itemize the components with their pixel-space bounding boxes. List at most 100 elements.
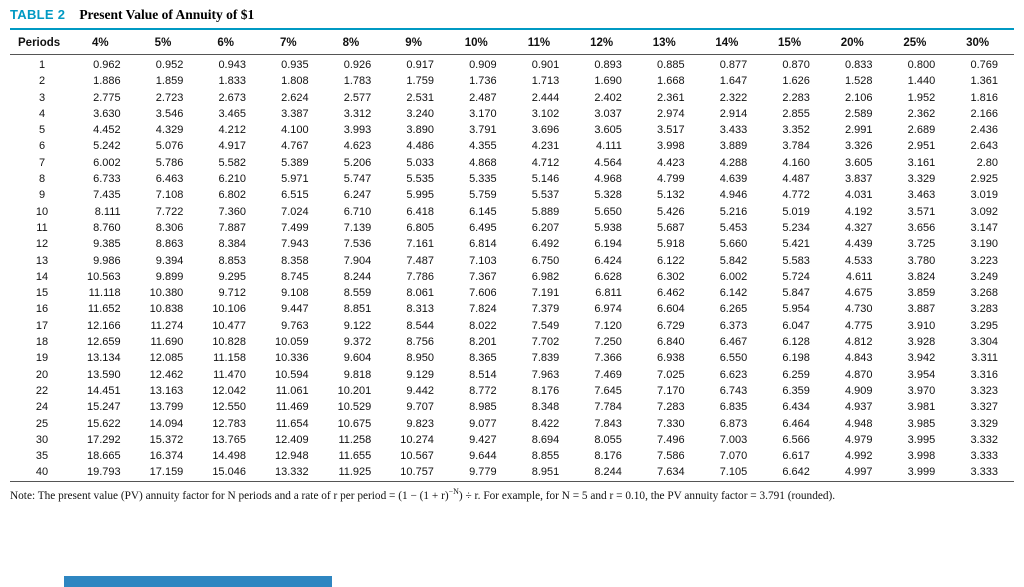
value-cell: 1.626: [782, 75, 810, 88]
value-cell: 6.495: [469, 221, 497, 234]
value-cell: 4.355: [469, 140, 497, 153]
value-cell: 5.918: [657, 238, 685, 251]
value-cell: 6.462: [657, 287, 685, 300]
value-cell: 7.839: [531, 352, 560, 365]
value-cell: 5.995: [406, 189, 434, 202]
value-cell: 3.147: [970, 221, 998, 234]
rate-column-header: 10%: [449, 30, 513, 55]
value-cell: 6.835: [719, 401, 748, 414]
period-cell: 25: [35, 417, 49, 430]
value-cell: 7.108: [155, 189, 184, 202]
value-cell: 6.938: [657, 352, 685, 365]
value-cell: 3.333: [970, 466, 998, 479]
value-cell: 6.982: [531, 270, 560, 283]
value-cell: 8.201: [469, 336, 497, 349]
value-cell: 2.322: [719, 91, 748, 104]
value-cell: 8.760: [93, 221, 121, 234]
table-row: 20 13.590 12.462 11.470 10.594 9.818 9.129 8.51…: [10, 367, 1014, 383]
value-cell: 5.146: [531, 173, 560, 186]
value-cell: 4.111: [596, 140, 622, 153]
value-cell: 5.426: [657, 205, 685, 218]
value-cell: 9.779: [469, 466, 497, 479]
value-cell: 1.528: [845, 75, 873, 88]
value-cell: 3.326: [845, 140, 873, 153]
value-cell: 7.943: [281, 238, 309, 251]
note-exponent: −N: [448, 486, 459, 496]
value-cell: 9.707: [406, 401, 434, 414]
value-cell: 4.812: [845, 336, 873, 349]
table-row: 19 13.134 12.085 11.158 10.336 9.604 8.950 8.36…: [10, 350, 1014, 366]
value-cell: 11.118: [88, 287, 121, 300]
period-cell: 20: [35, 368, 49, 381]
value-cell: 0.909: [469, 59, 497, 71]
period-cell: 15: [35, 287, 49, 300]
value-cell: 0.935: [281, 59, 309, 71]
table-row: 8 6.733 6.463 6.210 5.971 5.747 5.535 5.335 5.14…: [10, 171, 1014, 187]
value-cell: 0.885: [657, 59, 685, 71]
value-cell: 8.772: [469, 384, 497, 397]
value-cell: 1.808: [281, 75, 309, 88]
value-cell: 3.993: [343, 124, 372, 137]
value-cell: 3.985: [907, 417, 936, 430]
value-cell: 0.870: [782, 59, 810, 71]
value-cell: 10.828: [212, 336, 246, 349]
period-cell: 5: [38, 124, 46, 137]
value-cell: 11.258: [338, 433, 372, 446]
value-cell: 11.925: [338, 466, 372, 479]
value-cell: 3.161: [907, 156, 936, 169]
value-cell: 6.710: [343, 205, 372, 218]
value-cell: 7.161: [406, 238, 434, 251]
value-cell: 3.170: [469, 107, 497, 120]
value-cell: 3.311: [971, 352, 998, 365]
rate-column-header: 30%: [951, 30, 1014, 55]
value-cell: 2.723: [155, 91, 184, 104]
value-cell: 1.833: [218, 75, 246, 88]
value-cell: 0.917: [406, 59, 434, 71]
value-cell: 5.971: [281, 173, 309, 186]
value-cell: 7.379: [531, 303, 560, 316]
value-cell: 6.515: [281, 189, 309, 202]
value-cell: 3.656: [907, 221, 936, 234]
rate-column-header: 5%: [136, 30, 200, 55]
value-cell: 4.327: [845, 221, 873, 234]
value-cell: 6.302: [657, 270, 685, 283]
value-cell: 7.191: [531, 287, 560, 300]
value-cell: 5.033: [406, 156, 434, 169]
value-cell: 4.946: [719, 189, 748, 202]
value-cell: 3.333: [970, 450, 998, 463]
value-cell: 6.418: [406, 205, 434, 218]
value-cell: 8.851: [343, 303, 372, 316]
value-cell: 2.589: [845, 107, 873, 120]
value-cell: 3.240: [406, 107, 434, 120]
table-row: 12 9.385 8.863 8.384 7.943 7.536 7.161 6.814 6.4…: [10, 236, 1014, 252]
period-cell: 3: [38, 91, 46, 104]
value-cell: 2.689: [907, 124, 936, 137]
value-cell: 3.696: [531, 124, 560, 137]
value-cell: 8.422: [531, 417, 560, 430]
value-cell: 4.231: [531, 140, 560, 153]
table-row: 9 7.435 7.108 6.802 6.515 6.247 5.995 5.759 5.53…: [10, 187, 1014, 203]
value-cell: 10.675: [337, 417, 372, 430]
period-cell: 13: [35, 254, 49, 267]
value-cell: 4.799: [657, 173, 685, 186]
value-cell: 14.451: [87, 384, 121, 397]
value-cell: 6.128: [782, 336, 810, 349]
value-cell: 7.120: [594, 319, 622, 332]
value-cell: 6.974: [594, 303, 622, 316]
value-cell: 3.889: [719, 140, 748, 153]
value-cell: 4.452: [93, 124, 121, 137]
value-cell: 4.767: [281, 140, 309, 153]
value-cell: 6.373: [719, 319, 748, 332]
value-cell: 10.059: [274, 336, 309, 349]
value-cell: 7.330: [657, 417, 685, 430]
value-cell: 7.634: [657, 466, 685, 479]
value-cell: 5.660: [719, 238, 748, 251]
value-cell: 5.583: [782, 254, 810, 267]
value-cell: 6.733: [93, 173, 121, 186]
value-cell: 1.713: [531, 75, 560, 88]
value-cell: 3.837: [845, 173, 873, 186]
value-cell: 3.725: [907, 238, 936, 251]
value-cell: 13.590: [87, 368, 121, 381]
table-row: 30 17.292 15.372 13.765 12.409 11.258 10.274 9.…: [10, 432, 1014, 448]
value-cell: 4.212: [218, 124, 246, 137]
